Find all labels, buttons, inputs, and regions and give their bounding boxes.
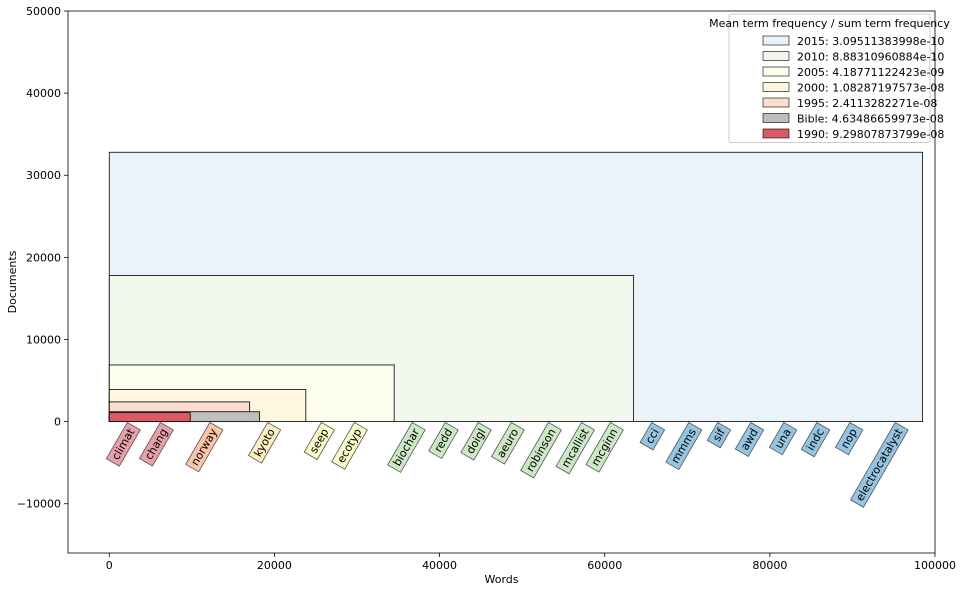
legend-swatch-1: [762, 51, 790, 61]
word-label-17: una: [768, 421, 798, 456]
y-tick-label-5: 40000: [26, 87, 61, 100]
x-tick-label-2: 40000: [422, 559, 457, 572]
word-label-box-5: [331, 421, 368, 470]
y-tick-label-2: 10000: [26, 333, 61, 346]
legend-entry-1: 2010: 8.88310960884e-10: [797, 51, 944, 64]
word-label-box-10: [520, 421, 562, 479]
word-label-box-3: [247, 421, 282, 464]
word-label-box-6: [387, 421, 426, 473]
word-label-box-18: [800, 421, 831, 458]
legend-entry-0: 2015: 3.09511383998e-10: [797, 35, 944, 48]
x-tick-label-1: 20000: [257, 559, 292, 572]
legend-swatch-6: [762, 128, 790, 139]
legend-entry-3: 2000: 1.08287197573e-08: [797, 82, 944, 95]
legend: Mean term frequency / sum term frequency…: [709, 13, 950, 143]
word-label-box-4: [303, 421, 335, 461]
word-label-box-2: [185, 421, 224, 473]
legend-entry-4: 1995: 2.4113282271e-08: [797, 97, 937, 110]
bar-6: [108, 412, 191, 423]
word-label-box-9: [490, 421, 525, 465]
bars: [108, 151, 924, 423]
legend-swatch-2: [762, 66, 790, 77]
word-label-box-19: [834, 421, 864, 456]
word-label-box-0: [105, 421, 141, 467]
legend-title: Mean term frequency / sum term frequency: [709, 17, 950, 30]
word-label-box-1: [138, 421, 174, 467]
y-tick-label-3: 20000: [26, 251, 61, 264]
word-label-19: nop: [834, 421, 864, 456]
x-tick-label-4: 80000: [752, 559, 787, 572]
word-label-box-12: [585, 421, 624, 473]
legend-swatch-5: [762, 113, 790, 123]
legend-frame: [728, 13, 931, 143]
word-label-15: sif: [706, 421, 732, 449]
legend-entry-5: Bible: 4.63486659973e-08: [797, 113, 944, 126]
legend-entry-6: 1990: 9.29807873799e-08: [797, 128, 944, 141]
word-label-box-11: [555, 421, 595, 475]
y-tick-label-4: 30000: [26, 169, 61, 182]
word-label-box-7: [428, 421, 459, 460]
word-labels: climat chang norway kyoto seep ecotyp biochar r…: [105, 421, 909, 508]
word-label-box-20: [849, 421, 909, 508]
y-axis: −10000 0 10000 20000 30000 40000 50000: [17, 5, 68, 511]
plot-frame: [67, 10, 936, 554]
word-label-box-17: [768, 421, 798, 456]
word-label-box-8: [460, 421, 492, 461]
x-tick-label-3: 60000: [587, 559, 622, 572]
y-axis-label: Documents: [6, 250, 19, 313]
y-tick-label-1: 0: [54, 416, 61, 429]
x-tick-label-0: 0: [106, 559, 113, 572]
word-label-box-16: [734, 421, 765, 458]
y-tick-label-6: 50000: [26, 5, 61, 18]
x-tick-label-5: 100000: [914, 559, 956, 572]
legend-swatch-3: [762, 82, 790, 92]
legend-swatch-4: [762, 97, 790, 108]
word-label-13: cci: [639, 421, 666, 451]
x-axis-label: Words: [484, 573, 518, 586]
legend-swatch-0: [762, 35, 790, 46]
word-label-box-14: [665, 421, 703, 471]
x-axis: 0 20000 40000 60000 80000 100000: [106, 553, 956, 572]
word-label-box-13: [639, 421, 666, 451]
y-tick-label-0: −10000: [17, 498, 61, 511]
word-label-box-15: [706, 421, 732, 449]
legend-entry-2: 2005: 4.18771122423e-09: [797, 66, 944, 79]
